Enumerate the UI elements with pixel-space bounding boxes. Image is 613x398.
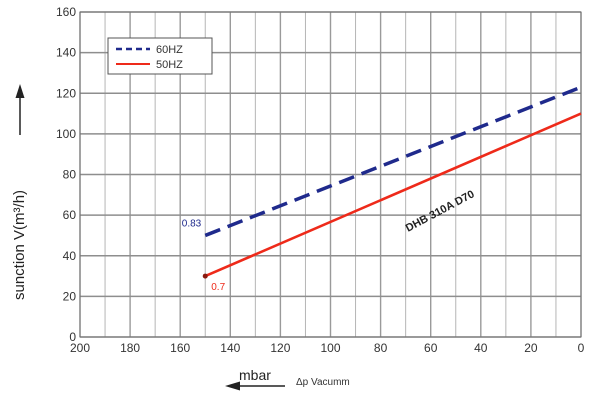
x-tick-label: 180	[120, 341, 140, 355]
y-tick-label: 140	[56, 46, 76, 60]
x-tick-label: 0	[578, 341, 585, 355]
y-tick-label: 80	[63, 168, 77, 182]
x-tick-label: 120	[270, 341, 290, 355]
x-tick-label: 160	[170, 341, 190, 355]
x-tick-label: 20	[524, 341, 538, 355]
y-axis-title: sunction V(m³/h)	[11, 84, 28, 300]
legend-box	[107, 37, 213, 75]
legend: 60HZ 50HZ	[107, 37, 213, 75]
legend-label-60hz: 60HZ	[156, 44, 183, 56]
y-tick-label: 20	[63, 289, 77, 303]
annotation-label: 0.83	[182, 218, 202, 229]
annotation-label: 0.7	[211, 282, 225, 293]
x-ticks: 200 180 160 140 120 100 80 60 40 20 0	[70, 341, 585, 355]
x-tick-label: 60	[424, 341, 438, 355]
series-line-60hz	[204, 85, 582, 238]
x-tick-label: 40	[474, 341, 488, 355]
y-tick-label: 120	[56, 86, 76, 100]
y-tick-label: 100	[56, 127, 76, 141]
y-ticks: 0 20 40 60 80 100 120 140 160	[56, 5, 76, 344]
x-tick-label: 140	[220, 341, 240, 355]
x-axis-arrow-head	[225, 381, 240, 391]
x-tick-label: 80	[374, 341, 388, 355]
legend-label-50hz: 50HZ	[156, 59, 183, 71]
x-axis-label-main: mbar	[239, 367, 271, 383]
plot-frame	[79, 11, 582, 338]
y-axis-label: sunction V(m³/h)	[11, 190, 28, 300]
y-axis-arrow-head	[15, 84, 25, 98]
annotations: 0.83 0.7	[182, 218, 226, 293]
series-start-point-50hz	[202, 273, 208, 279]
y-tick-label: 40	[63, 249, 77, 263]
y-tick-label: 0	[69, 330, 76, 344]
y-tick-label: 160	[56, 5, 76, 19]
series-layer	[202, 85, 582, 279]
y-tick-label: 60	[63, 208, 77, 222]
x-axis-title: mbar Δp Vacumm	[225, 367, 350, 391]
x-tick-label: 200	[70, 341, 90, 355]
x-axis-label-sub: Δp Vacumm	[296, 377, 350, 388]
x-tick-label: 100	[320, 341, 340, 355]
series-line-50hz	[204, 112, 582, 278]
